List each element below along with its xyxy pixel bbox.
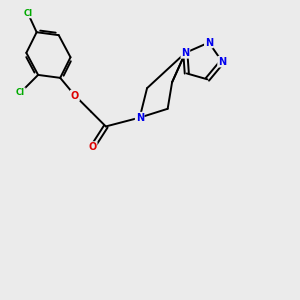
Text: Cl: Cl (16, 88, 25, 97)
Text: O: O (71, 91, 79, 100)
Text: Cl: Cl (23, 9, 32, 18)
Text: N: N (181, 48, 189, 58)
Text: O: O (88, 142, 97, 152)
Text: N: N (205, 38, 213, 47)
Text: N: N (218, 57, 226, 67)
Text: N: N (136, 112, 144, 123)
